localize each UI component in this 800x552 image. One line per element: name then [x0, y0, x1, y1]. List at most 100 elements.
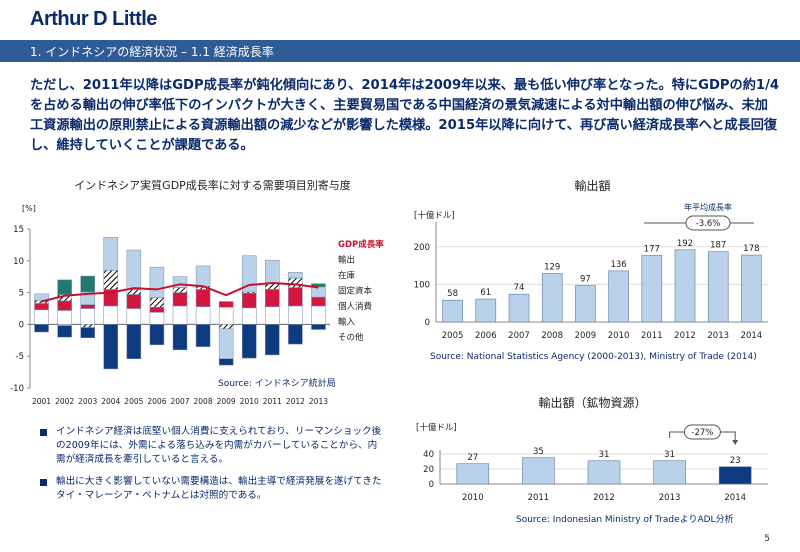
lead-paragraph: ただし、2011年以降はGDP成長率が鈍化傾向にあり、2014年は2009年以来…	[30, 78, 780, 153]
bar-segment	[288, 287, 303, 307]
bar-segment	[195, 306, 211, 325]
export-bar	[475, 298, 497, 323]
page-number: 5	[764, 534, 770, 544]
legend-entry: 個人消費	[338, 301, 373, 312]
y-tick-label: 15	[13, 225, 24, 235]
mineral-bar	[522, 457, 555, 485]
bar-value-label: 27	[467, 453, 478, 463]
bar-segment	[126, 294, 142, 309]
bar-value-label: 97	[580, 275, 591, 285]
bar-segment	[172, 292, 188, 307]
mineral-bar	[587, 460, 621, 485]
bar-value-label: 74	[514, 283, 525, 293]
gdp-growth-line	[41, 282, 319, 303]
bar-value-label: 35	[533, 447, 544, 457]
bar-value-label: 177	[644, 244, 660, 254]
export-chart-source: Source: National Statistics Agency (2000…	[430, 352, 757, 362]
mineral-export-chart: [十億ドル] 0 20 40 27 2010 35 2011 31 2012 31 2013 23 201…	[416, 422, 768, 503]
y-tick-label: -5	[16, 352, 24, 362]
x-tick-label: 2007	[508, 331, 530, 341]
bar-segment	[265, 324, 280, 356]
y-tick-label: 20	[423, 465, 434, 475]
bar-segment	[80, 327, 95, 339]
bar-segment	[126, 308, 142, 325]
bullet-list: インドネシア経済は底堅い個人消費に支えられており、リーマンショック後の2009年…	[40, 425, 385, 511]
bar-segment	[149, 297, 165, 308]
cagr-value: -3.6%	[696, 219, 721, 229]
bar-value-label: 129	[544, 262, 560, 272]
bar-value-label: 136	[610, 260, 626, 270]
bar-value-label: 23	[730, 456, 741, 466]
x-tick-label: 2012	[286, 397, 305, 406]
x-tick-label: 2013	[309, 397, 328, 406]
bar-segment	[172, 287, 188, 293]
y-tick-label: 40	[423, 450, 434, 460]
left-chart-source: Source: インドネシア統計局	[218, 379, 336, 389]
bar-segment	[265, 259, 280, 284]
bar-segment	[311, 286, 326, 298]
bar-segment	[103, 305, 119, 325]
y-tick-label: 100	[414, 280, 430, 290]
bar-segment	[57, 300, 72, 311]
bar-segment	[311, 296, 326, 307]
bar-segment	[80, 275, 95, 293]
bar-segment	[34, 293, 49, 301]
y-tick-label: 10	[13, 257, 24, 267]
x-tick-label: 2008	[541, 331, 563, 341]
x-tick-label: 2012	[593, 493, 615, 503]
x-tick-label: 2010	[462, 493, 484, 503]
export-bar	[575, 285, 596, 323]
bar-segment	[172, 276, 188, 288]
bar-segment	[34, 303, 49, 311]
bar-segment	[57, 325, 72, 338]
bar-segment	[149, 306, 165, 313]
mineral-bar	[653, 460, 686, 485]
bar-value-label: 58	[447, 289, 458, 299]
legend-entry: その他	[338, 332, 364, 343]
x-tick-label: 2014	[724, 493, 746, 503]
bar-segment	[80, 308, 95, 325]
y-tick-label: 0	[425, 318, 430, 328]
x-tick-label: 2001	[32, 397, 51, 406]
bar-value-label: 178	[743, 244, 759, 254]
cagr-label: 年平均成長率	[684, 202, 732, 212]
bar-segment	[126, 249, 142, 290]
y-tick-label: 200	[414, 243, 430, 253]
y-tick-label: 0	[429, 480, 434, 490]
x-tick-label: 2009	[217, 397, 236, 406]
x-tick-label: 2011	[641, 331, 663, 341]
mineral-chart-title: 輸出額（鉱物資源）	[538, 396, 647, 410]
legend-entry: 在庫	[338, 270, 356, 281]
export-bar	[674, 249, 696, 323]
bar-segment	[218, 328, 234, 359]
y-axis-label: [%]	[22, 204, 36, 213]
bar-segment	[311, 324, 326, 330]
export-chart-title: 輸出額	[574, 179, 611, 193]
bar-segment	[34, 309, 49, 325]
x-tick-label: 2011	[528, 493, 550, 503]
x-tick-label: 2007	[170, 397, 189, 406]
x-tick-label: 2002	[55, 397, 74, 406]
bar-segment	[288, 271, 303, 279]
bar-segment	[195, 324, 211, 347]
section-title-bar: 1. インドネシアの経済状況 – 1.1 経済成長率	[0, 40, 800, 62]
y-axis-unit: [十億ドル]	[416, 422, 457, 433]
bar-segment	[288, 324, 303, 345]
bar-segment	[218, 301, 234, 308]
bar-segment	[265, 306, 280, 325]
bar-segment	[241, 307, 257, 325]
x-tick-label: 2014	[741, 331, 763, 341]
bar-segment	[149, 312, 165, 325]
x-tick-label: 2008	[194, 397, 213, 406]
bar-segment	[57, 279, 72, 295]
bar-segment	[149, 266, 165, 298]
x-tick-label: 2013	[707, 331, 729, 341]
change-box	[683, 424, 721, 440]
bar-segment	[218, 358, 234, 366]
x-tick-label: 2013	[659, 493, 681, 503]
bar-segment	[195, 265, 211, 287]
x-tick-label: 2006	[147, 397, 166, 406]
demand-contribution-chart: [%] -10 -5 0 5 10 15 2001 2002 2003 2004 2005 2006 20…	[10, 204, 384, 406]
export-bar	[608, 270, 629, 323]
bar-segment	[241, 255, 257, 293]
